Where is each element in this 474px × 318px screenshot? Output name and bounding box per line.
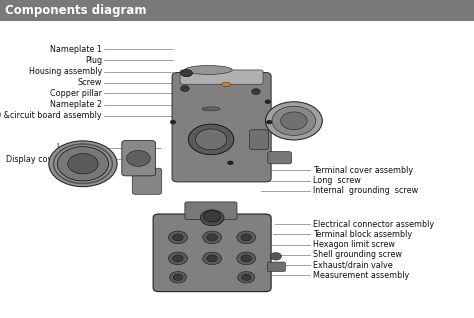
- Circle shape: [228, 161, 233, 165]
- Circle shape: [57, 147, 109, 181]
- Circle shape: [169, 252, 187, 265]
- Circle shape: [207, 255, 217, 262]
- Circle shape: [203, 211, 221, 222]
- Text: Hexagon limit screw: Hexagon limit screw: [313, 240, 395, 249]
- Ellipse shape: [181, 70, 192, 77]
- Ellipse shape: [185, 66, 232, 74]
- Circle shape: [242, 274, 251, 280]
- Text: Shell grounding screw: Shell grounding screw: [313, 250, 402, 259]
- Circle shape: [49, 141, 117, 187]
- Circle shape: [252, 89, 260, 94]
- FancyBboxPatch shape: [122, 141, 155, 176]
- Circle shape: [181, 86, 189, 91]
- Text: Components diagram: Components diagram: [5, 4, 146, 17]
- Text: Long  screw: Long screw: [313, 176, 361, 185]
- Circle shape: [237, 252, 256, 265]
- FancyBboxPatch shape: [0, 0, 474, 21]
- FancyBboxPatch shape: [180, 70, 263, 84]
- Circle shape: [266, 120, 272, 124]
- FancyBboxPatch shape: [153, 214, 271, 292]
- Text: Electrical connector assembly: Electrical connector assembly: [313, 220, 434, 229]
- Text: Copper pillar: Copper pillar: [50, 89, 102, 98]
- Text: Measurement assembly: Measurement assembly: [313, 271, 409, 280]
- Text: Display cover assembly: Display cover assembly: [6, 155, 102, 163]
- FancyBboxPatch shape: [267, 262, 285, 272]
- Text: Plug: Plug: [85, 56, 102, 65]
- Circle shape: [281, 112, 307, 130]
- Ellipse shape: [202, 107, 220, 111]
- Circle shape: [241, 234, 251, 241]
- Circle shape: [195, 129, 227, 150]
- Circle shape: [270, 252, 282, 260]
- Circle shape: [173, 234, 183, 241]
- Circle shape: [169, 231, 187, 244]
- Text: Exhaust/drain valve: Exhaust/drain valve: [313, 260, 392, 269]
- FancyBboxPatch shape: [249, 130, 268, 149]
- FancyBboxPatch shape: [268, 152, 292, 164]
- Text: Long screw: Long screw: [57, 143, 102, 152]
- Text: Terminal cover assembly: Terminal cover assembly: [313, 166, 413, 175]
- Circle shape: [173, 255, 183, 262]
- Ellipse shape: [221, 82, 231, 87]
- Circle shape: [207, 234, 217, 241]
- Text: Screw: Screw: [78, 78, 102, 87]
- Circle shape: [127, 150, 150, 166]
- Circle shape: [237, 231, 256, 244]
- Circle shape: [265, 102, 322, 140]
- Circle shape: [272, 106, 316, 135]
- FancyBboxPatch shape: [172, 73, 271, 182]
- FancyBboxPatch shape: [132, 168, 162, 194]
- Text: Nameplate 1: Nameplate 1: [50, 45, 102, 54]
- Text: Nameplate 2: Nameplate 2: [50, 100, 102, 109]
- Circle shape: [173, 274, 182, 280]
- Circle shape: [202, 252, 221, 265]
- Circle shape: [237, 272, 255, 283]
- Circle shape: [241, 255, 251, 262]
- Circle shape: [265, 100, 271, 104]
- Circle shape: [188, 124, 234, 155]
- Circle shape: [200, 210, 224, 226]
- Circle shape: [68, 154, 98, 174]
- FancyBboxPatch shape: [185, 202, 237, 219]
- Circle shape: [170, 120, 176, 124]
- Circle shape: [202, 231, 221, 244]
- Circle shape: [169, 272, 186, 283]
- Text: Terminal block assembly: Terminal block assembly: [313, 230, 412, 239]
- Text: Housing assembly: Housing assembly: [28, 67, 102, 76]
- Text: LCD &circuit board assembly: LCD &circuit board assembly: [0, 111, 102, 120]
- Text: Internal  grounding  screw: Internal grounding screw: [313, 186, 418, 195]
